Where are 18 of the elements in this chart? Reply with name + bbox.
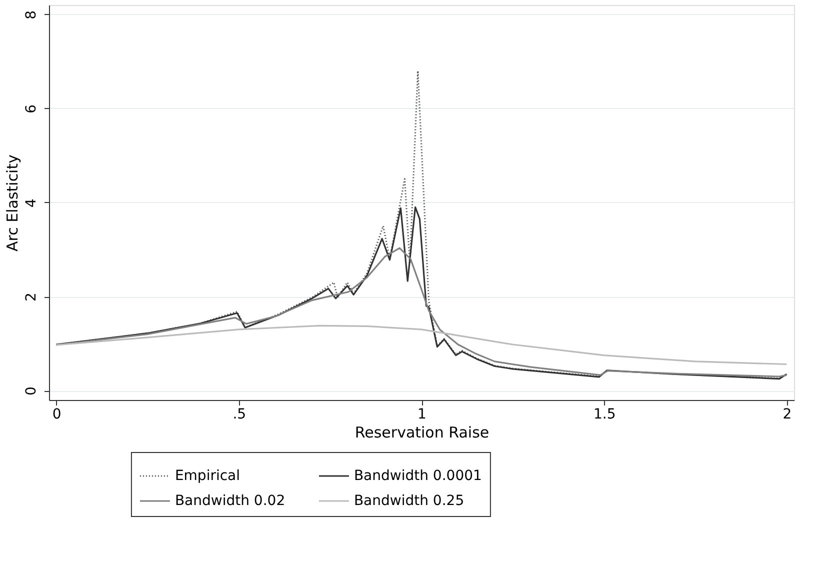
legend-label: Bandwidth 0.0001 — [354, 468, 482, 484]
legend-label: Bandwidth 0.02 — [174, 493, 286, 509]
y-tick-label: 4 — [24, 198, 40, 208]
y-tick-label: 8 — [24, 10, 40, 20]
x-tick-label: 1 — [418, 406, 426, 422]
x-axis-title: Reservation Raise — [354, 424, 490, 442]
x-tick-label: .5 — [232, 406, 246, 422]
y-tick-label: 2 — [24, 292, 40, 302]
y-tick-label: 6 — [24, 104, 40, 114]
legend-label: Bandwidth 0.25 — [354, 493, 464, 509]
line-series — [56, 206, 788, 380]
x-tick-label: 2 — [782, 406, 792, 422]
x-tick-label: 0 — [52, 406, 62, 422]
line-series — [56, 324, 788, 366]
legend-label: Empirical — [174, 468, 240, 484]
x-tick-label: 1.5 — [593, 406, 616, 422]
y-axis-title: Arc Elasticity — [4, 154, 22, 252]
y-tick-label: 0 — [24, 386, 40, 396]
